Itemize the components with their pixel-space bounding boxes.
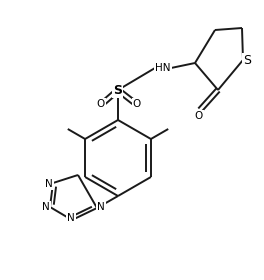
Text: HN: HN <box>155 63 171 73</box>
Text: N: N <box>97 202 105 212</box>
Text: N: N <box>67 213 75 223</box>
Text: O: O <box>195 111 203 121</box>
Text: S: S <box>114 83 122 97</box>
Text: O: O <box>133 99 141 109</box>
Text: N: N <box>42 202 50 212</box>
Text: O: O <box>97 99 105 109</box>
Text: N: N <box>45 179 53 189</box>
Text: S: S <box>243 53 251 67</box>
